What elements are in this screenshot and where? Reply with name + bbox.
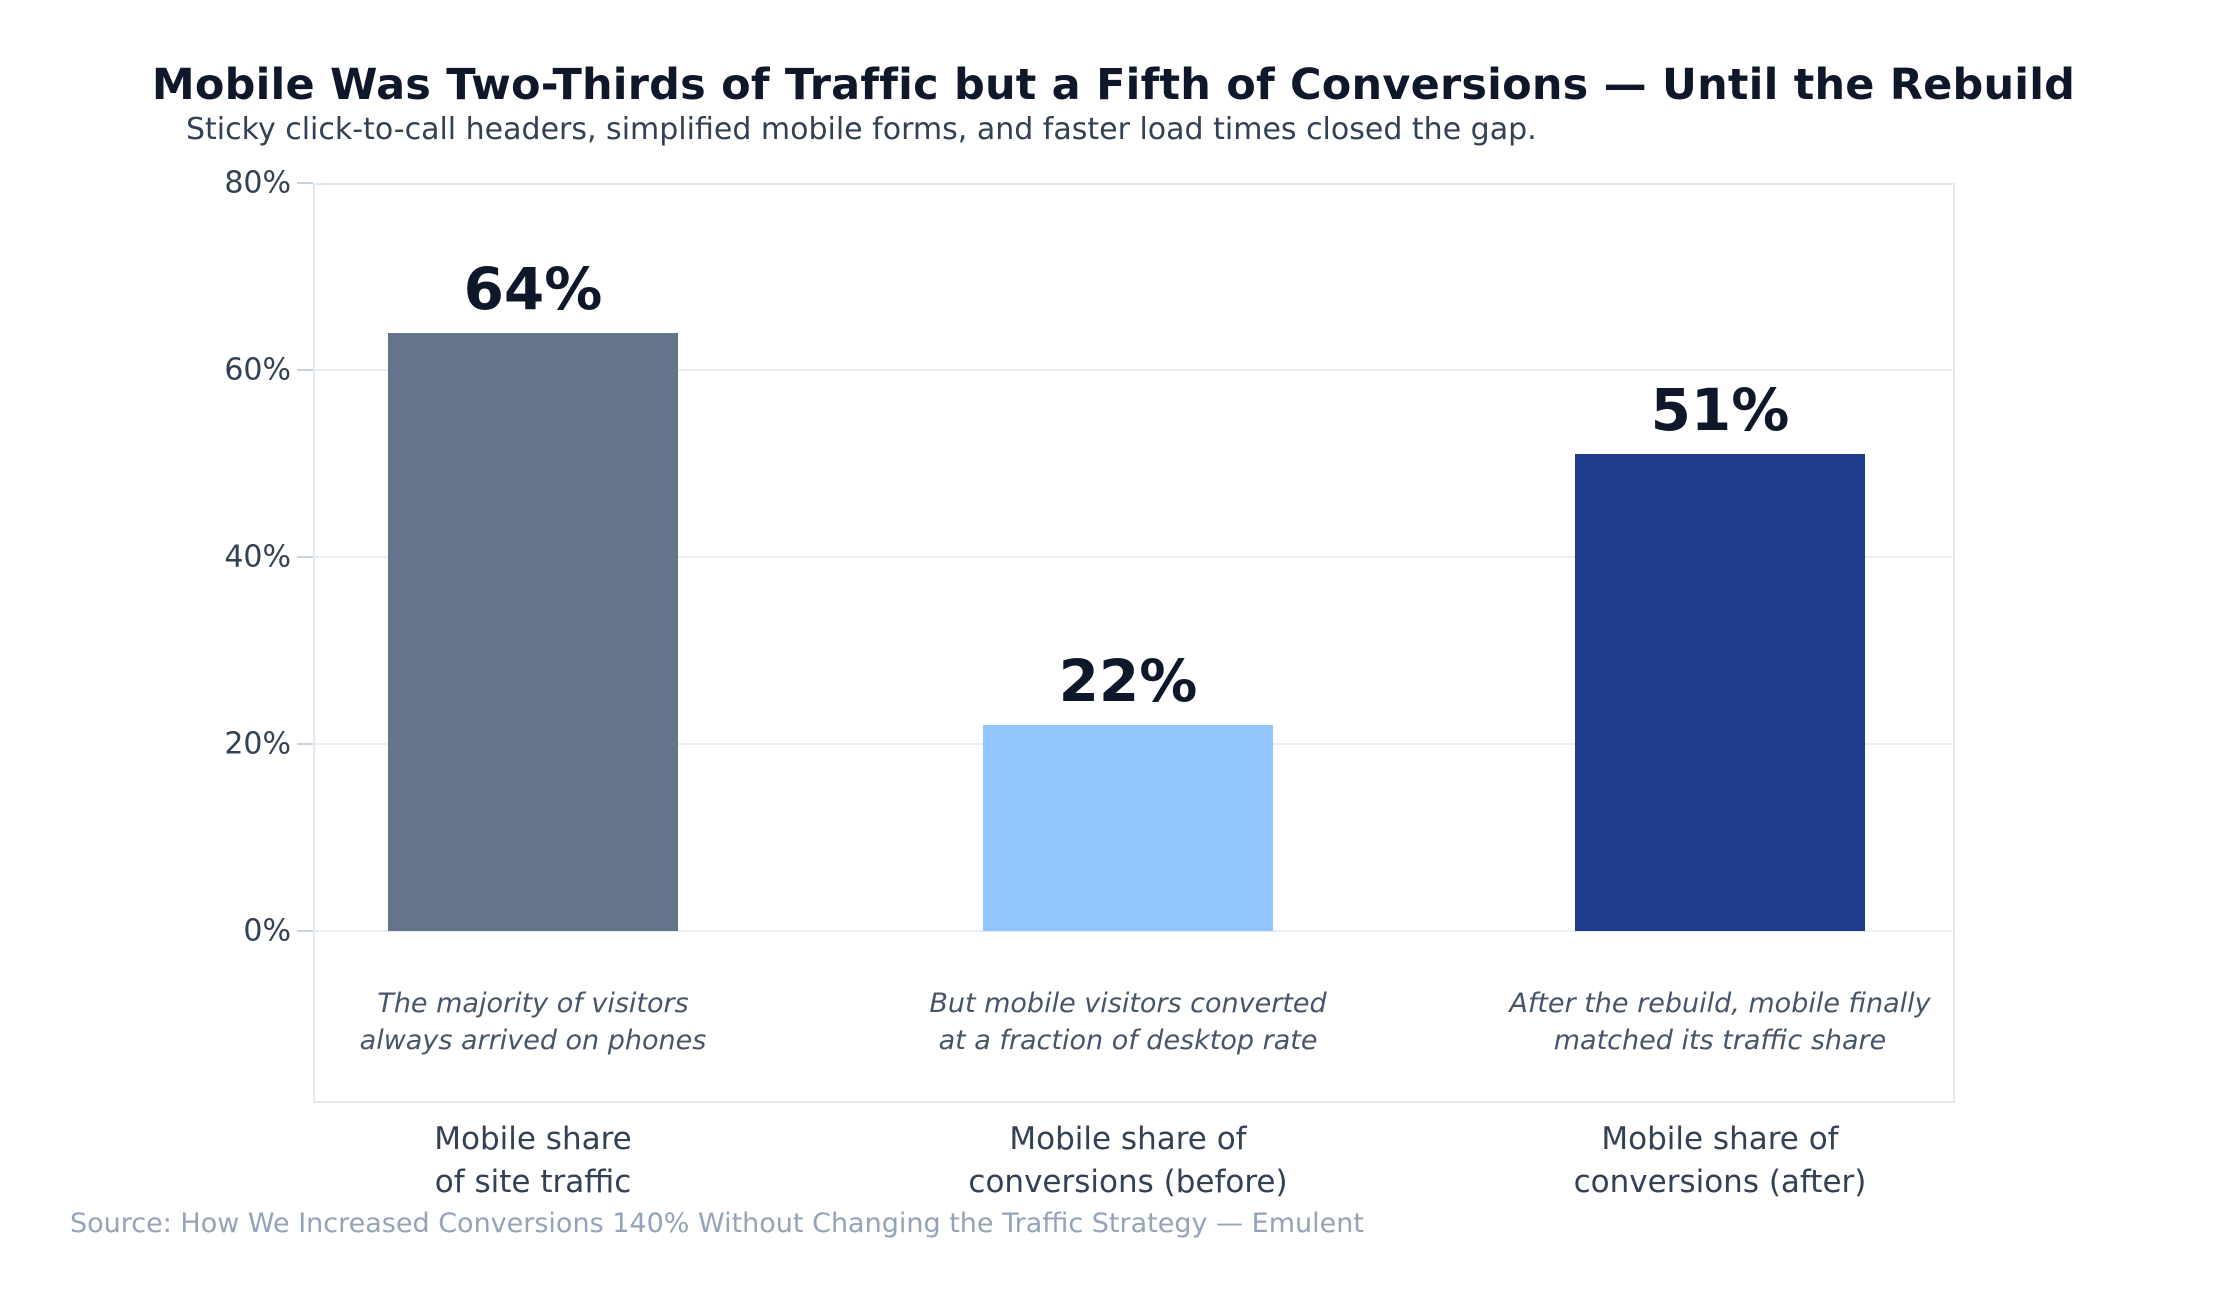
bar-1 (388, 332, 678, 931)
bar-3 (1575, 454, 1865, 931)
annotation-line: at a fraction of desktop rate (938, 1025, 1318, 1056)
bar-annotation-2: But mobile visitors converted at a fracti… (808, 985, 1448, 1059)
y-tick-label: 80% (224, 165, 291, 201)
plot-area: 64% The majority of visitors always arrive… (313, 183, 1955, 1103)
category-line: conversions (after) (1573, 1164, 1867, 1200)
category-line: of site traffic (434, 1164, 632, 1200)
y-tick-label: 60% (224, 352, 291, 388)
annotation-line: But mobile visitors converted (929, 988, 1327, 1019)
annotation-line: The majority of visitors (377, 988, 689, 1019)
value-label-2: 22% (1058, 647, 1198, 716)
category-label-1: Mobile share of site traffic (273, 1118, 793, 1204)
bar-annotation-3: After the rebuild, mobile finally matched… (1400, 985, 2040, 1059)
category-label-2: Mobile share of conversions (before) (868, 1118, 1388, 1204)
y-tick-mark (297, 182, 313, 184)
value-label-3: 51% (1650, 376, 1790, 445)
gridline-80% (313, 183, 1955, 185)
y-tick-label: 0% (243, 913, 291, 949)
annotation-line: After the rebuild, mobile finally (1509, 988, 1931, 1019)
chart-title: Mobile Was Two-Thirds of Traffic but a F… (151, 60, 2076, 110)
y-tick-mark (297, 369, 313, 371)
category-label-3: Mobile share of conversions (after) (1460, 1118, 1980, 1204)
y-tick-label: 40% (224, 539, 291, 575)
annotation-line: always arrived on phones (359, 1025, 707, 1056)
gridline-40% (313, 556, 1955, 558)
category-line: Mobile share of (1601, 1121, 1839, 1157)
bar-annotation-1: The majority of visitors always arrived o… (213, 985, 853, 1059)
y-tick-mark (297, 556, 313, 558)
chart-subtitle: Sticky click-to-call headers, simplified… (186, 112, 1537, 147)
category-line: conversions (before) (968, 1164, 1288, 1200)
category-line: Mobile share of (1009, 1121, 1247, 1157)
y-tick-mark (297, 930, 313, 932)
y-tick-mark (297, 743, 313, 745)
gridline-0% (313, 930, 1955, 932)
annotation-line: matched its traffic share (1553, 1025, 1887, 1056)
y-tick-label: 20% (224, 726, 291, 762)
bar-2 (983, 725, 1273, 931)
value-label-1: 64% (463, 254, 603, 323)
category-line: Mobile share (434, 1121, 632, 1157)
gridline-60% (313, 369, 1955, 371)
source-note: Source: How We Increased Conversions 140… (70, 1208, 1364, 1239)
